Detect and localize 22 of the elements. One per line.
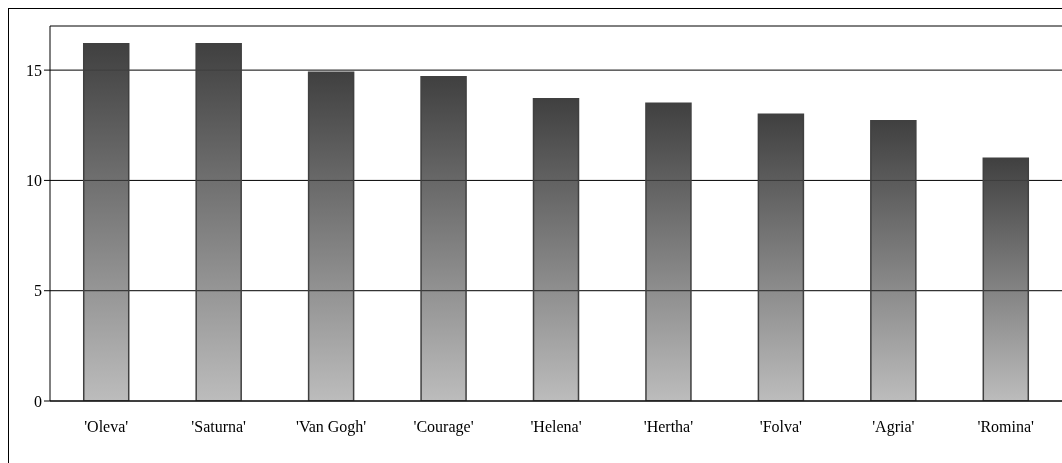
y-tick-label: 15 xyxy=(26,61,42,79)
x-tick-label: 'Hertha' xyxy=(643,418,694,436)
bar xyxy=(870,120,917,401)
y-tick-label: 0 xyxy=(34,392,42,410)
x-tick-label: 'Courage' xyxy=(413,418,474,437)
x-tick-label: 'Romina' xyxy=(977,418,1035,436)
bar xyxy=(982,157,1030,401)
bar xyxy=(645,102,692,401)
x-tick-label: 'Agria' xyxy=(872,418,915,437)
x-tick-label: 'Saturna' xyxy=(191,418,247,436)
bar xyxy=(82,42,130,401)
y-tick-label: 10 xyxy=(26,172,42,190)
x-tick-label: 'Van Gogh' xyxy=(296,418,367,437)
x-tick-label: 'Helena' xyxy=(530,418,582,436)
bar xyxy=(420,75,467,401)
x-tick-label: 'Oleva' xyxy=(84,418,129,436)
bar xyxy=(195,42,242,401)
bar xyxy=(757,113,805,401)
y-tick-label: 5 xyxy=(34,282,42,300)
x-tick-label: 'Folva' xyxy=(759,418,803,436)
bar xyxy=(307,71,355,401)
bar xyxy=(532,98,580,401)
